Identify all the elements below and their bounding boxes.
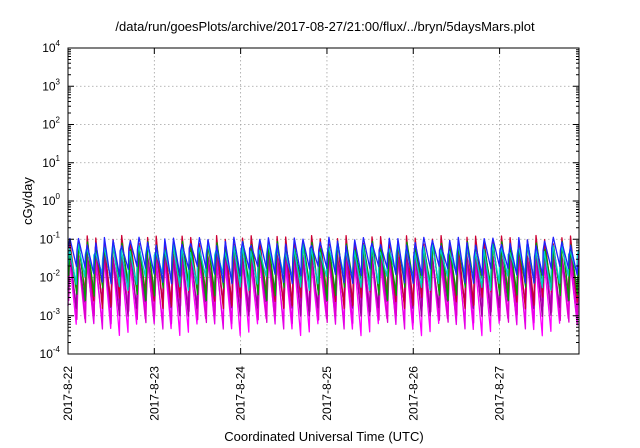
x-axis-label: Coordinated Universal Time (UTC) [224, 429, 423, 444]
y-tick-label: 100 [42, 192, 60, 208]
y-tick-label: 104 [42, 39, 60, 55]
y-tick-labels: 10-4 10-3 10-2 10-1 100 101 102 103 104 [40, 39, 61, 361]
x-tick-label: 2017-8-26 [406, 366, 420, 421]
y-tick-label: 10-2 [40, 269, 61, 285]
ticks [67, 47, 579, 355]
x-tick-labels: 2017-8-22 2017-8-23 2017-8-24 2017-8-25 2017… [61, 366, 507, 421]
y-tick-label: 10-3 [40, 307, 61, 323]
x-tick-label: 2017-8-24 [234, 366, 248, 421]
y-tick-label: 102 [42, 116, 60, 132]
x-tick-label: 2017-8-22 [61, 366, 75, 421]
y-tick-label: 103 [42, 77, 60, 93]
x-tick-label: 2017-8-27 [493, 366, 507, 421]
series-line-7 [67, 243, 580, 292]
series-layer [67, 234, 580, 337]
x-tick-label: 2017-8-23 [147, 366, 161, 421]
series-line-3 [68, 250, 579, 324]
y-axis-label: cGy/day [20, 177, 35, 225]
y-tick-label: 10-4 [40, 345, 61, 361]
y-tick-label: 10-1 [40, 230, 61, 246]
y-tick-label: 101 [42, 154, 60, 170]
series-line-8 [67, 236, 579, 285]
series-line-6 [68, 240, 579, 302]
x-tick-label: 2017-8-25 [320, 366, 334, 421]
chart-title: /data/run/goesPlots/archive/2017-08-27/2… [115, 19, 535, 34]
